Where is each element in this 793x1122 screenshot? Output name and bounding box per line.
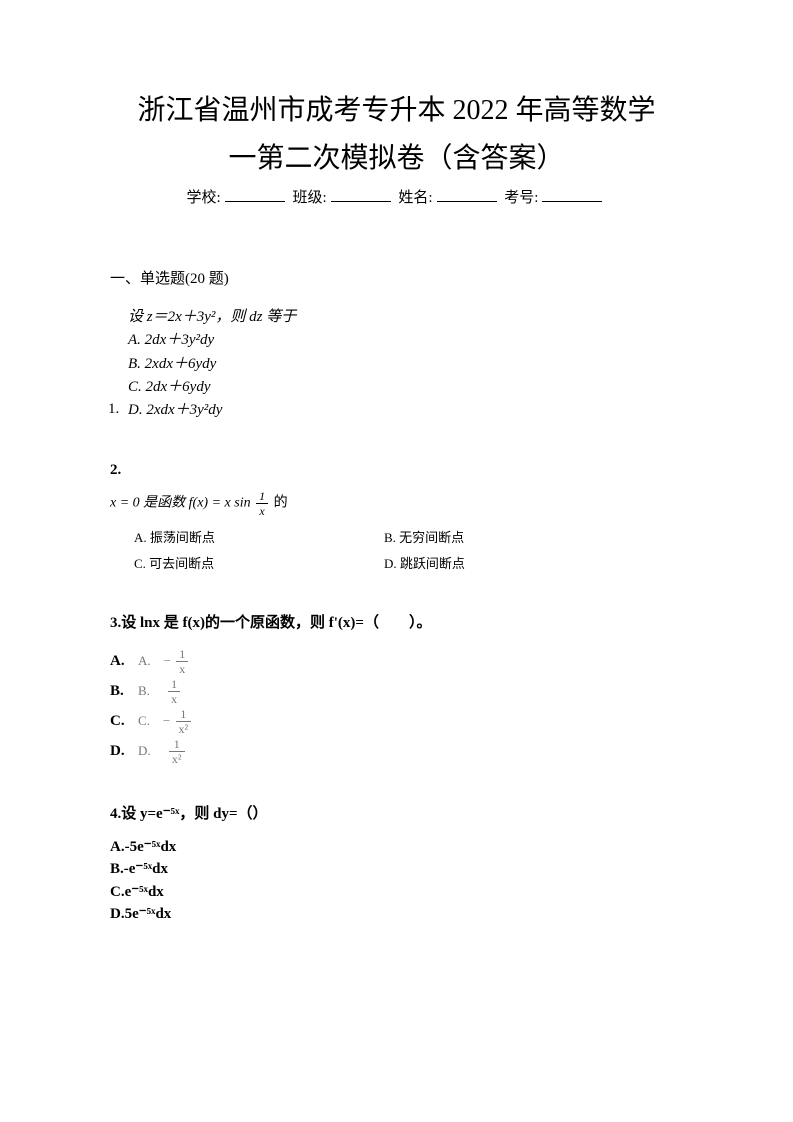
q3-stem: 3.设 lnx 是 f(x)的一个原函数，则 f'(x)=（ ）。 [110, 611, 683, 637]
q3-label-b: B. [110, 676, 134, 706]
q3-option-d: D. D. 1x² [110, 736, 683, 766]
q1-stem: 设 z＝2x＋3y²，则 dz 等于 [128, 306, 683, 329]
student-info-line: 学校: 班级: 姓名: 考号: [110, 186, 683, 207]
q3-option-b: B. B. 1x [110, 676, 683, 706]
q4-option-c: C.e⁻⁵ˣdx [110, 881, 683, 904]
question-4: 4.设 y=e⁻⁵ˣ，则 dy=（） A.-5e⁻⁵ˣdx B.-e⁻⁵ˣdx … [110, 802, 683, 926]
q3-label-c: C. [110, 706, 134, 736]
question-3: 3.设 lnx 是 f(x)的一个原函数，则 f'(x)=（ ）。 A. A. … [110, 611, 683, 767]
q2-number: 2. [110, 458, 683, 484]
class-label: 班级: [292, 190, 326, 206]
q2-stem-prefix: x = 0 是函数 f(x) = x sin [110, 495, 251, 510]
q4-option-b: B.-e⁻⁵ˣdx [110, 858, 683, 881]
q3-math-a: A. − 1x [138, 648, 190, 676]
q4-stem: 4.设 y=e⁻⁵ˣ，则 dy=（） [110, 802, 683, 828]
examno-blank[interactable] [542, 188, 602, 202]
section-title: 一、单选题(20 题) [110, 267, 683, 288]
q3-label-d: D. [110, 736, 134, 766]
examno-label: 考号: [504, 190, 538, 206]
q3-math-d: D. 1x² [138, 738, 187, 766]
exam-title-line1: 浙江省温州市成考专升本 2022 年高等数学 [110, 90, 683, 132]
q3-math-c: C. − 1x² [138, 708, 193, 736]
school-blank[interactable] [225, 188, 285, 202]
school-label: 学校: [187, 190, 221, 206]
q3-math-b: B. 1x [138, 678, 182, 706]
q1-option-b: B. 2xdx＋6ydy [128, 353, 683, 376]
q4-option-a: A.-5e⁻⁵ˣdx [110, 836, 683, 859]
q2-option-b: B. 无穷间断点 [384, 527, 614, 549]
name-label: 姓名: [398, 190, 432, 206]
q1-option-c: C. 2dx＋6ydy [128, 376, 683, 399]
q1-option-a: A. 2dx＋3y²dy [128, 329, 683, 352]
q2-fraction: 1 x [256, 490, 268, 517]
q3-option-a: A. A. − 1x [110, 646, 683, 676]
exam-title-line2: 一第二次模拟卷（含答案） [110, 138, 683, 180]
q2-frac-den: x [256, 504, 268, 517]
q3-label-a: A. [110, 646, 134, 676]
q1-number: 1. [108, 397, 119, 423]
q2-stem-suffix: 的 [274, 495, 288, 510]
question-1: 设 z＝2x＋3y²，则 dz 等于 A. 2dx＋3y²dy B. 2xdx＋… [110, 306, 683, 422]
q2-option-a: A. 振荡间断点 [134, 527, 364, 549]
q3-option-c: C. C. − 1x² [110, 706, 683, 736]
q2-frac-num: 1 [256, 490, 268, 504]
q2-option-c: C. 可去间断点 [134, 553, 364, 575]
q4-option-d: D.5e⁻⁵ˣdx [110, 903, 683, 926]
q1-option-d: D. 2xdx＋3y²dy [128, 399, 222, 422]
class-blank[interactable] [331, 188, 391, 202]
question-2: 2. x = 0 是函数 f(x) = x sin 1 x 的 A. 振荡间断点… [110, 458, 683, 575]
q2-option-d: D. 跳跃间断点 [384, 553, 614, 575]
name-blank[interactable] [437, 188, 497, 202]
q2-stem: x = 0 是函数 f(x) = x sin 1 x 的 [110, 490, 683, 517]
